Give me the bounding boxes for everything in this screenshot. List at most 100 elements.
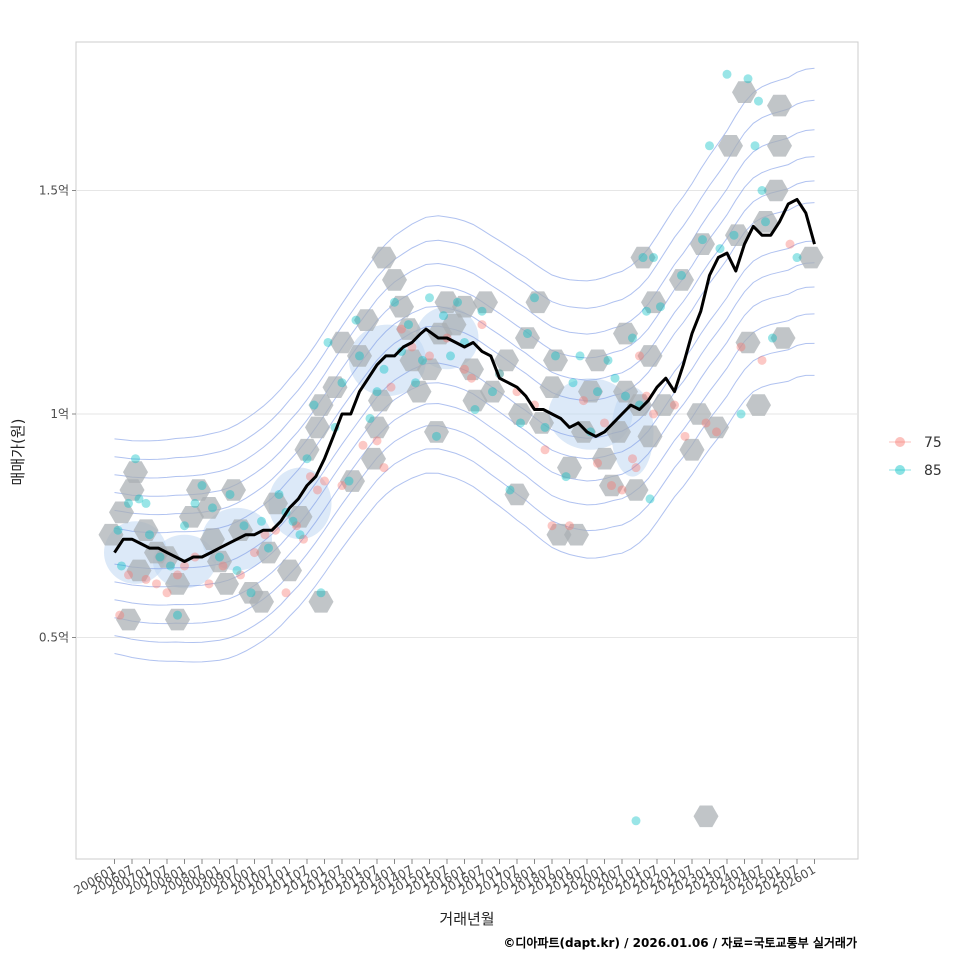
- hexbin-cell: [396, 318, 421, 340]
- data-point-85: [232, 565, 242, 575]
- data-point-85: [316, 588, 326, 598]
- data-point-75: [736, 342, 746, 352]
- data-point-75: [372, 436, 382, 446]
- hexbin-cell: [322, 376, 348, 398]
- data-point-75: [607, 481, 616, 491]
- data-point-75: [204, 579, 214, 589]
- data-point-75: [358, 440, 368, 450]
- hexbin-cell: [641, 291, 666, 314]
- hexbin-cell: [592, 447, 617, 470]
- hexbin-cell: [347, 345, 372, 367]
- hexbin-cell: [417, 358, 442, 381]
- data-point-85: [411, 378, 420, 388]
- hexbin-cell: [515, 327, 540, 349]
- hexbin-cell: [133, 519, 159, 541]
- data-point-85: [302, 454, 312, 464]
- hexbin-cell: [693, 805, 719, 828]
- data-point-85: [309, 400, 319, 410]
- hexbin-cell: [546, 523, 572, 546]
- data-point-85: [215, 552, 224, 562]
- hexbin-cell: [690, 233, 715, 255]
- data-point-85: [628, 333, 637, 343]
- hexbin-cell: [368, 389, 393, 412]
- data-point-85: [113, 525, 123, 535]
- hexbin-cell: [109, 501, 134, 524]
- hexbin-cell: [679, 438, 705, 461]
- density-contour: [114, 286, 815, 606]
- hexbin-cell: [249, 590, 274, 613]
- hexbin-cell: [767, 94, 792, 117]
- data-point-85: [124, 498, 133, 508]
- hexbin-cell: [480, 380, 505, 403]
- hexbin-cell: [424, 421, 449, 443]
- data-point-75: [397, 324, 406, 334]
- hexbin-cell: [746, 394, 771, 416]
- data-point-75: [180, 561, 189, 571]
- data-point-75: [460, 364, 469, 374]
- hexbin-cell: [119, 479, 145, 501]
- data-point-85: [145, 530, 154, 540]
- data-point-85: [208, 503, 217, 513]
- data-point-85: [197, 481, 207, 491]
- data-point-75: [250, 548, 259, 558]
- data-point-85: [551, 351, 560, 361]
- hexbin-cell: [599, 474, 624, 497]
- data-point-85: [645, 494, 655, 504]
- trend-line-layer: [113, 197, 816, 563]
- data-point-85: [488, 387, 497, 397]
- density-contour: [114, 202, 815, 534]
- density-contour: [114, 99, 815, 461]
- hexbin-cell: [186, 479, 211, 501]
- density-contour: [114, 374, 815, 663]
- legend-marker-75: [895, 437, 905, 447]
- hexbin-cell: [364, 416, 390, 439]
- grid-lines: [77, 190, 857, 638]
- data-point-75: [635, 351, 644, 361]
- data-point-75: [218, 561, 228, 571]
- data-point-85: [677, 270, 686, 280]
- data-point-85: [155, 552, 165, 562]
- data-point-75: [260, 530, 270, 540]
- data-point-85: [530, 293, 539, 303]
- data-point-85: [239, 521, 249, 531]
- hexbin-cell: [763, 179, 789, 202]
- hexbin-cell: [263, 492, 288, 515]
- data-point-85: [453, 297, 462, 307]
- hexbin-cell: [329, 331, 355, 354]
- data-point-85: [337, 378, 347, 388]
- data-point-75: [649, 409, 658, 419]
- legend: 75 85: [889, 435, 942, 479]
- data-point-85: [516, 418, 525, 428]
- data-point-85: [754, 96, 763, 106]
- data-point-85: [568, 378, 578, 388]
- data-point-75: [670, 400, 679, 410]
- data-point-85: [439, 311, 448, 321]
- hexbin-cell: [308, 394, 334, 416]
- data-point-75: [124, 570, 133, 580]
- hexbin-cell: [452, 295, 477, 318]
- data-point-75: [477, 320, 487, 330]
- legend-entry-85[interactable]: 85: [889, 463, 942, 479]
- hexbin-cell: [361, 447, 386, 470]
- y-tick-label: 1억: [50, 407, 69, 421]
- data-point-85: [166, 561, 175, 571]
- legend-entry-75[interactable]: 75: [889, 435, 942, 451]
- data-point-75: [547, 521, 557, 531]
- data-point-85: [446, 351, 455, 361]
- data-point-85: [372, 387, 382, 397]
- hexbin-cell: [770, 327, 796, 349]
- data-point-75: [467, 373, 476, 383]
- data-point-85: [344, 476, 354, 486]
- y-axis-title: 매매가(원): [9, 419, 27, 486]
- data-point-85: [117, 561, 126, 571]
- hexbin-cell: [718, 135, 743, 157]
- hexbin-cell: [123, 461, 148, 483]
- data-point-85: [274, 489, 284, 499]
- data-point-75: [600, 418, 609, 428]
- data-point-85: [264, 543, 273, 553]
- hexbin-cell: [116, 608, 141, 631]
- data-point-75: [386, 382, 396, 392]
- hexbin-cell: [287, 506, 313, 528]
